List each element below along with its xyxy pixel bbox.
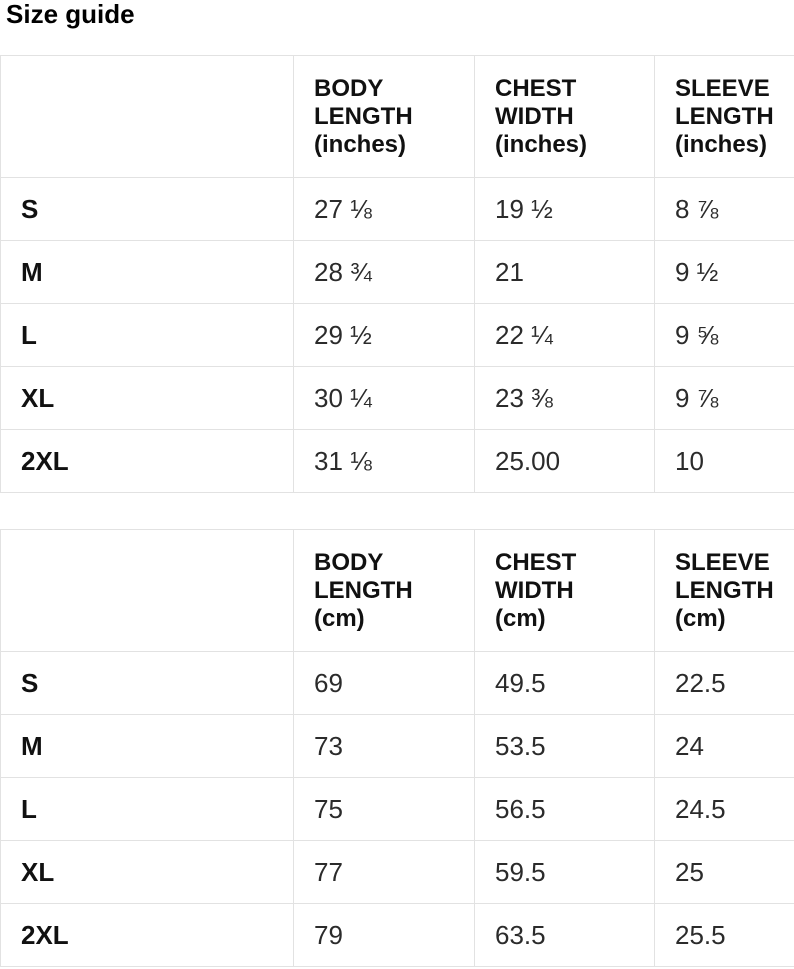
- size-label: 2XL: [0, 429, 294, 493]
- chest-width-cell: 19 ½: [474, 177, 655, 241]
- sleeve-length-cell: 25.5: [654, 903, 794, 967]
- body-length-cell: 29 ½: [293, 303, 475, 367]
- body-length-cell: 28 ¾: [293, 240, 475, 304]
- chest-width-cell: 23 ⅜: [474, 366, 655, 430]
- table-row-l: L 29 ½ 22 ¼ 9 ⅝: [0, 303, 794, 367]
- table-row-m: M 28 ¾ 21 9 ½: [0, 240, 794, 304]
- chest-width-cell: 53.5: [474, 714, 655, 778]
- sleeve-length-cell: 9 ½: [654, 240, 794, 304]
- header-row: BODY LENGTH (inches) CHEST WIDTH (inches…: [0, 55, 794, 178]
- size-label: S: [0, 177, 294, 241]
- table-row-2xl: 2XL 79 63.5 25.5: [0, 903, 794, 967]
- chest-width-cell: 21: [474, 240, 655, 304]
- column-header-chest-width: CHEST WIDTH (cm): [474, 529, 655, 652]
- body-length-cell: 73: [293, 714, 475, 778]
- chest-width-cell: 63.5: [474, 903, 655, 967]
- size-label: XL: [0, 840, 294, 904]
- size-label: L: [0, 303, 294, 367]
- size-label: L: [0, 777, 294, 841]
- sleeve-length-cell: 10: [654, 429, 794, 493]
- body-length-cell: 31 ⅛: [293, 429, 475, 493]
- sleeve-length-cell: 24: [654, 714, 794, 778]
- page-title: Size guide: [6, 0, 135, 29]
- size-label: M: [0, 714, 294, 778]
- sleeve-length-cell: 8 ⅞: [654, 177, 794, 241]
- size-label: S: [0, 651, 294, 715]
- table-row-s: S 27 ⅛ 19 ½ 8 ⅞: [0, 177, 794, 241]
- body-length-cell: 79: [293, 903, 475, 967]
- column-header-body-length: BODY LENGTH (cm): [293, 529, 475, 652]
- chest-width-cell: 25.00: [474, 429, 655, 493]
- sleeve-length-cell: 24.5: [654, 777, 794, 841]
- chest-width-cell: 56.5: [474, 777, 655, 841]
- size-table-inches: BODY LENGTH (inches) CHEST WIDTH (inches…: [0, 55, 794, 493]
- sleeve-length-cell: 9 ⅞: [654, 366, 794, 430]
- column-header-chest-width: CHEST WIDTH (inches): [474, 55, 655, 178]
- body-length-cell: 30 ¼: [293, 366, 475, 430]
- table-row-l: L 75 56.5 24.5: [0, 777, 794, 841]
- corner-header-cell: [0, 55, 294, 178]
- chest-width-cell: 49.5: [474, 651, 655, 715]
- sleeve-length-cell: 9 ⅝: [654, 303, 794, 367]
- table-row-m: M 73 53.5 24: [0, 714, 794, 778]
- chest-width-cell: 59.5: [474, 840, 655, 904]
- chest-width-cell: 22 ¼: [474, 303, 655, 367]
- corner-header-cell: [0, 529, 294, 652]
- body-length-cell: 77: [293, 840, 475, 904]
- size-label: M: [0, 240, 294, 304]
- table-row-s: S 69 49.5 22.5: [0, 651, 794, 715]
- body-length-cell: 69: [293, 651, 475, 715]
- table-row-xl: XL 30 ¼ 23 ⅜ 9 ⅞: [0, 366, 794, 430]
- column-header-sleeve-length: SLEEVE LENGTH (cm): [654, 529, 794, 652]
- sleeve-length-cell: 25: [654, 840, 794, 904]
- column-header-sleeve-length: SLEEVE LENGTH (inches): [654, 55, 794, 178]
- table-row-2xl: 2XL 31 ⅛ 25.00 10: [0, 429, 794, 493]
- column-header-body-length: BODY LENGTH (inches): [293, 55, 475, 178]
- size-label: 2XL: [0, 903, 294, 967]
- table-row-xl: XL 77 59.5 25: [0, 840, 794, 904]
- body-length-cell: 75: [293, 777, 475, 841]
- header-row: BODY LENGTH (cm) CHEST WIDTH (cm) SLEEVE…: [0, 529, 794, 652]
- sleeve-length-cell: 22.5: [654, 651, 794, 715]
- body-length-cell: 27 ⅛: [293, 177, 475, 241]
- size-label: XL: [0, 366, 294, 430]
- size-table-cm: BODY LENGTH (cm) CHEST WIDTH (cm) SLEEVE…: [0, 529, 794, 967]
